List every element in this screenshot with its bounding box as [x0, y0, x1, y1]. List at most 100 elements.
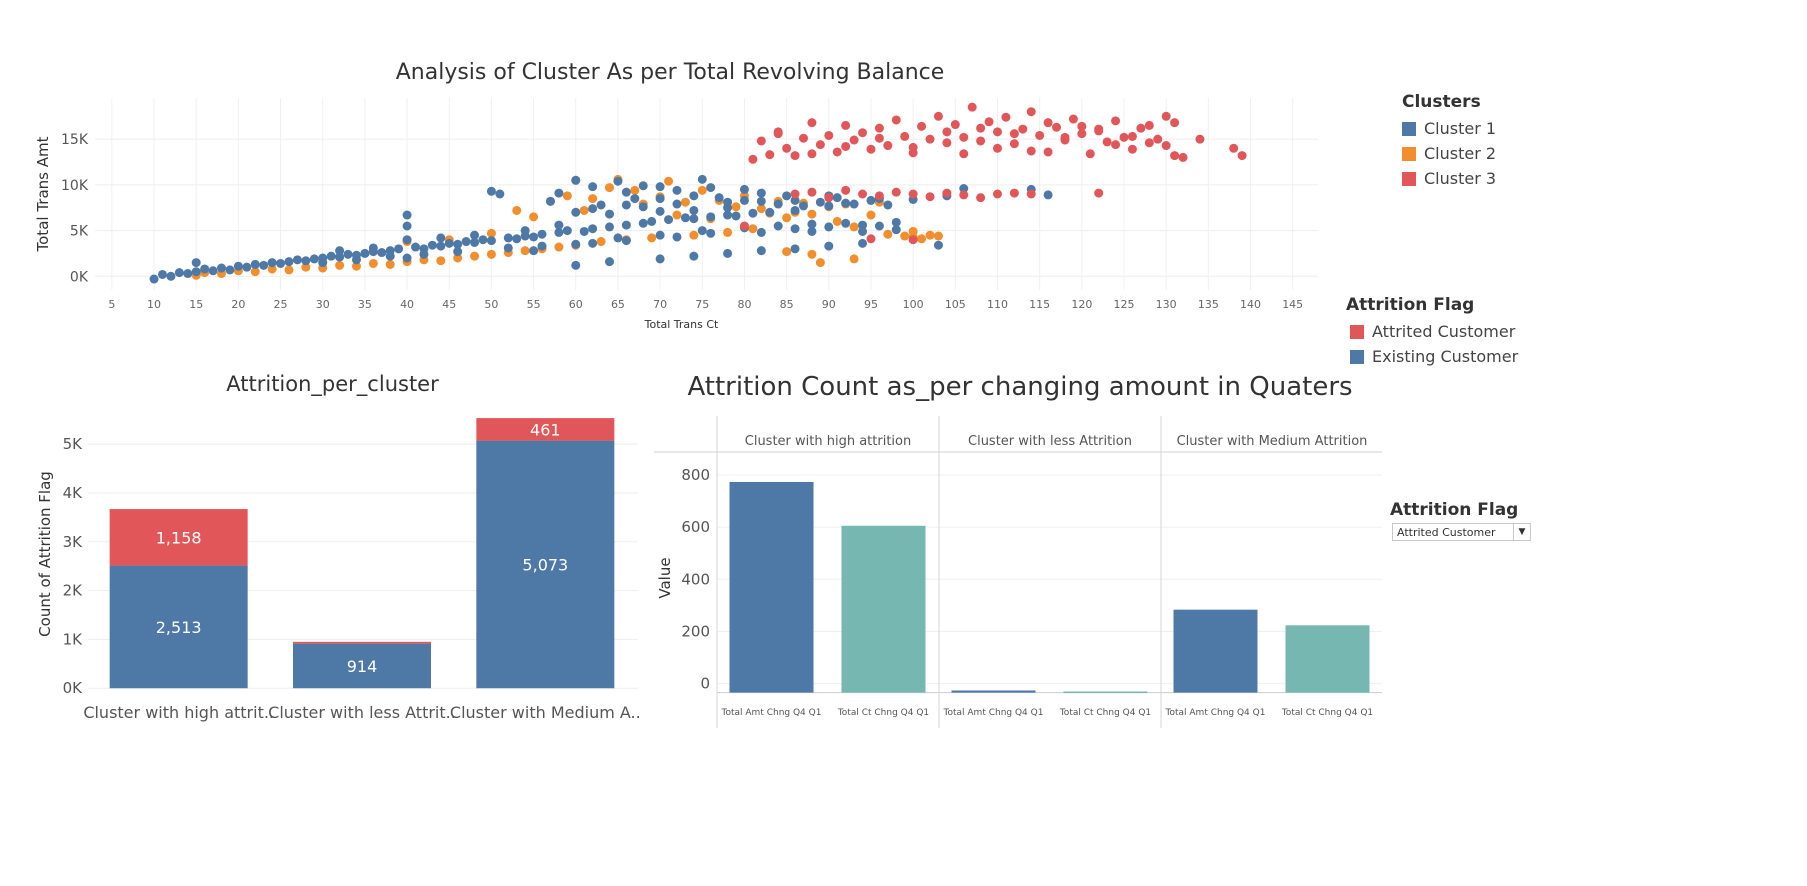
scatter-point [562, 226, 572, 236]
clusters-legend-item[interactable]: Cluster 1 [1402, 116, 1496, 141]
scatter-point [537, 241, 547, 251]
scatter-point [453, 239, 463, 249]
scatter-point [335, 246, 345, 256]
scatter-point [756, 196, 766, 206]
scatter-point [824, 130, 834, 140]
scatter-point [621, 236, 631, 246]
scatter-point [756, 246, 766, 256]
scatter-point [486, 186, 496, 196]
scatter-point [554, 188, 564, 198]
scatter-point [318, 258, 328, 268]
dropdown-selected-value: Attrited Customer [1397, 525, 1496, 539]
x-tick-label: Cluster with high attrit.. [83, 703, 274, 722]
scatter-point [1035, 130, 1045, 140]
legend-swatch [1350, 324, 1364, 339]
scatter-point [655, 206, 665, 216]
scatter-point [647, 233, 657, 243]
scatter-point [174, 268, 184, 278]
scatter-point [883, 200, 893, 210]
panel-header: Cluster with high attrition [745, 434, 911, 449]
bar-value-label: 1,158 [156, 528, 202, 547]
scatter-point [858, 189, 868, 199]
scatter-point [849, 222, 859, 232]
scatter-point [942, 127, 952, 137]
scatter-point [495, 189, 505, 199]
scatter-point [782, 213, 792, 223]
scatter-point [1119, 132, 1129, 142]
scatter-point [900, 131, 910, 141]
scatter-point [841, 218, 851, 228]
scatter-point [773, 221, 783, 231]
scatter-point [554, 227, 564, 237]
scatter-point [697, 185, 707, 195]
scatter-point [689, 191, 699, 201]
panel-header: Cluster with Medium Attrition [1177, 434, 1368, 449]
y-tick-label: 400 [681, 570, 710, 588]
scatter-point [520, 226, 530, 236]
scatter-point [461, 237, 471, 247]
x-tick-label: Total Ct Chng Q4 Q1 [837, 708, 929, 718]
scatter-point [309, 254, 319, 264]
scatter-point [933, 231, 943, 241]
scatter-point [858, 220, 868, 230]
scatter-point [436, 233, 446, 243]
scatter-point [1170, 118, 1180, 128]
scatter-point [672, 199, 682, 209]
scatter-point [1229, 143, 1239, 153]
y-tick-label: 0 [700, 675, 710, 693]
scatter-point [807, 149, 817, 159]
scatter-point [672, 210, 682, 220]
attrition-flag-dropdown[interactable]: Attrited Customer ▼ [1392, 523, 1531, 541]
scatter-point [250, 267, 260, 277]
scatter-point [689, 230, 699, 240]
scatter-point [959, 132, 969, 142]
scatter-point [874, 221, 884, 231]
scatter-point [385, 251, 395, 261]
x-tick-label: 140 [1240, 298, 1261, 311]
scatter-point [723, 227, 733, 237]
scatter-point [394, 244, 404, 254]
scatter-point [689, 251, 699, 261]
scatter-point [562, 191, 572, 201]
scatter-point [706, 228, 716, 238]
scatter-point [959, 190, 969, 200]
y-axis-label: Total Trans Amt [34, 136, 52, 252]
scatter-point [908, 189, 918, 199]
scatter-point [326, 251, 336, 261]
scatter-point [925, 134, 935, 144]
scatter-point [849, 199, 859, 209]
y-tick-label: 1K [63, 630, 84, 648]
x-tick-label: 135 [1198, 298, 1219, 311]
x-tick-label: 40 [400, 298, 414, 311]
chevron-down-icon[interactable]: ▼ [1513, 524, 1530, 540]
scatter-point [1026, 189, 1036, 199]
scatter-point [1127, 131, 1137, 141]
attrition-legend-item[interactable]: Existing Customer [1350, 344, 1518, 369]
scatter-point [284, 265, 294, 275]
scatter-point [680, 197, 690, 207]
scatter-point [765, 150, 775, 160]
scatter-title: Analysis of Cluster As per Total Revolvi… [395, 60, 945, 85]
scatter-point [1127, 144, 1137, 154]
attrition-legend-item[interactable]: Attrited Customer [1350, 319, 1518, 344]
x-tick-label: 15 [189, 298, 203, 311]
scatter-point [874, 133, 884, 143]
scatter-point [807, 187, 817, 197]
x-tick-label: Total Ct Chng Q4 Q1 [1281, 708, 1373, 718]
x-tick-label: 45 [442, 298, 456, 311]
scatter-point [942, 188, 952, 198]
clusters-legend-item[interactable]: Cluster 3 [1402, 166, 1496, 191]
clusters-legend-item[interactable]: Cluster 2 [1402, 141, 1496, 166]
scatter-point [630, 194, 640, 204]
scatter-point [773, 199, 783, 209]
legend-label: Cluster 1 [1424, 119, 1497, 138]
scatter-point [351, 255, 361, 265]
filter-title: Attrition Flag [1390, 500, 1519, 520]
scatter-point [807, 226, 817, 236]
scatter-point [605, 222, 615, 232]
scatter-point [807, 118, 817, 128]
scatter-point [765, 207, 775, 217]
scatter-point [512, 205, 522, 215]
scatter-point [1094, 126, 1104, 136]
bar-value-label: 2,513 [156, 618, 202, 637]
